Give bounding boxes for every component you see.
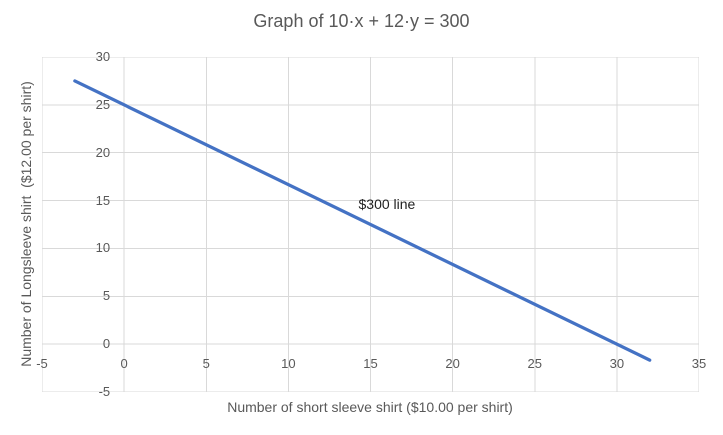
x-tick-label: -5 bbox=[36, 356, 48, 372]
y-tick-label: 30 bbox=[95, 49, 111, 64]
y-tick-label: 15 bbox=[95, 192, 111, 208]
x-tick-label: 5 bbox=[202, 356, 210, 372]
x-tick-label: 25 bbox=[527, 356, 542, 372]
x-tick-label: 35 bbox=[691, 356, 707, 372]
x-tick-label: 30 bbox=[609, 356, 625, 372]
y-tick-label: 25 bbox=[95, 96, 111, 112]
y-axis-title: Number of Longsleeve shirt ($12.00 per s… bbox=[18, 81, 34, 367]
chart-title: Graph of 10·x + 12·y = 300 bbox=[253, 11, 470, 31]
series-line bbox=[73, 79, 652, 362]
plot-area bbox=[42, 57, 699, 392]
y-tick-label: 10 bbox=[95, 240, 111, 256]
y-tick-label: 5 bbox=[102, 288, 111, 304]
x-tick-label: 20 bbox=[445, 356, 460, 372]
y-tick-label: -5 bbox=[98, 384, 111, 399]
x-tick-label: 10 bbox=[281, 356, 296, 372]
line-annotation: $300 line bbox=[358, 196, 416, 213]
y-tick-label: 20 bbox=[95, 144, 111, 160]
x-axis-title: Number of short sleeve shirt ($10.00 per… bbox=[227, 399, 513, 415]
y-tick-label: 0 bbox=[102, 336, 111, 352]
x-tick-label: 15 bbox=[363, 356, 378, 372]
x-tick-label: 0 bbox=[120, 356, 128, 372]
